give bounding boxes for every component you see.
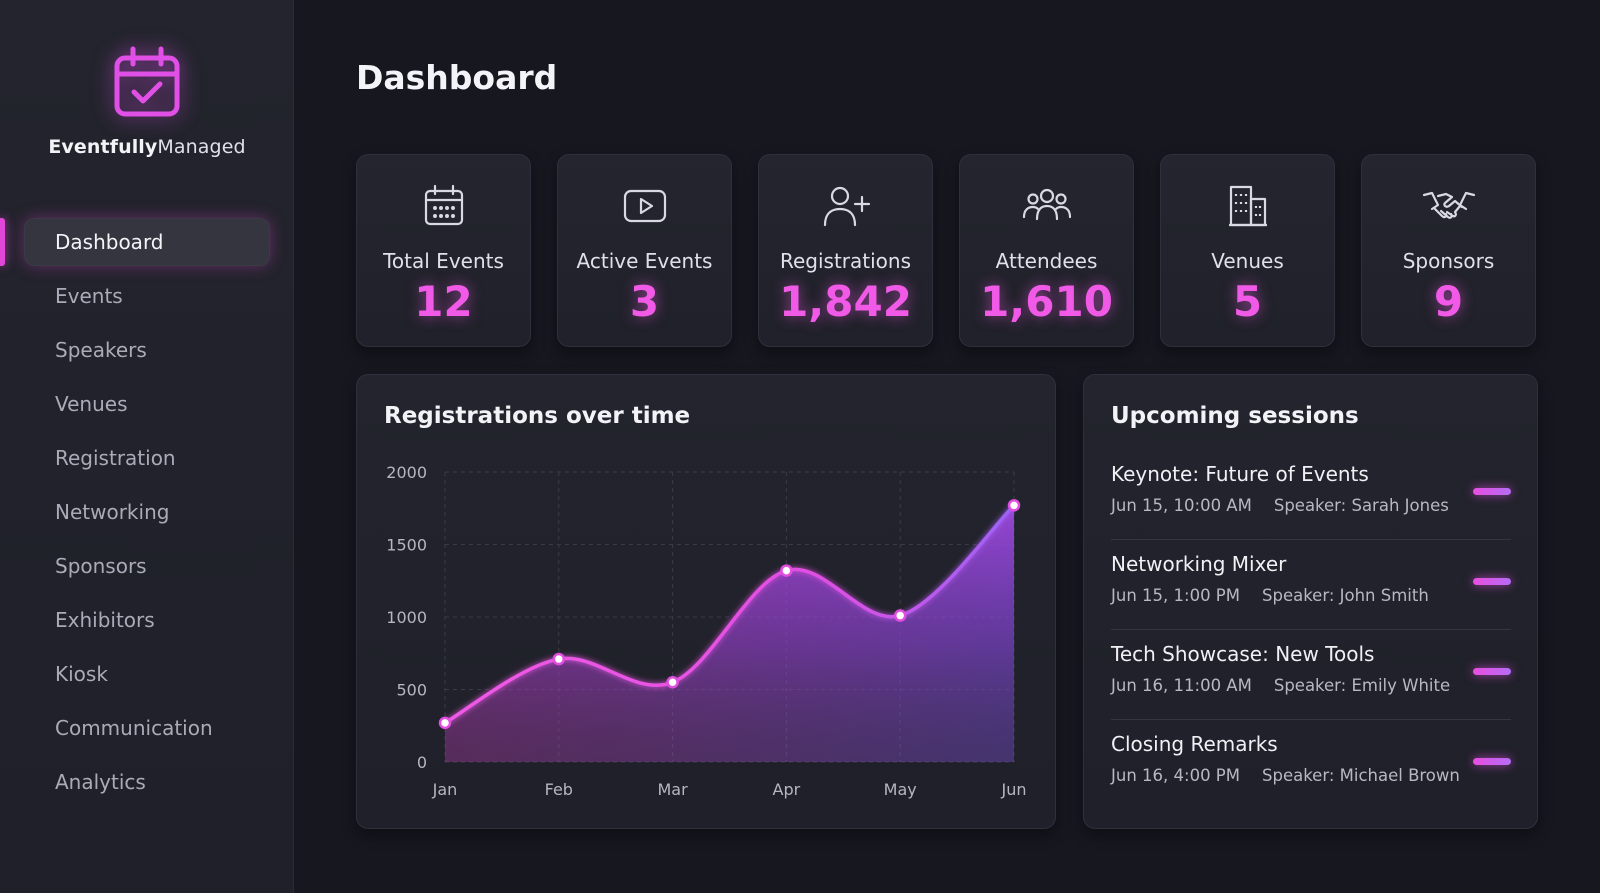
sidebar: EventfullyManaged Dashboard Events Speak… (0, 0, 294, 893)
session-title: Closing Remarks (1111, 732, 1278, 756)
y-tick-label: 500 (396, 681, 427, 700)
chart-point[interactable] (666, 676, 679, 689)
y-tick-label: 0 (417, 753, 427, 772)
upcoming-sessions-panel: Upcoming sessions Keynote: Future of Eve… (1083, 374, 1538, 829)
sidebar-item-exhibitors[interactable]: Exhibitors (55, 608, 155, 632)
stat-card-venues[interactable]: Venues 5 (1160, 154, 1335, 347)
session-item[interactable]: Keynote: Future of Events Jun 15, 10:00 … (1111, 450, 1511, 540)
chart-point[interactable] (438, 716, 452, 730)
x-tick-label: May (884, 780, 917, 799)
calendar-check-icon (107, 44, 187, 124)
chart-series-line (444, 504, 1016, 725)
stat-value: 5 (1232, 277, 1263, 326)
session-speaker: Speaker: Emily White (1273, 676, 1451, 695)
calendar-grid-icon (357, 183, 530, 229)
x-tick-label: Jan (432, 780, 458, 799)
handshake-icon (1362, 183, 1535, 229)
session-indicator[interactable] (1473, 488, 1511, 495)
sidebar-item-dashboard[interactable]: Dashboard (24, 218, 270, 266)
chart-points (438, 499, 1021, 730)
session-time: Jun 15, 10:00 AM (1111, 496, 1252, 515)
stat-value: 12 (414, 277, 473, 326)
play-button-icon (558, 183, 731, 229)
session-meta: Jun 16, 11:00 AM Speaker: Emily White (1111, 676, 1450, 695)
chart-point[interactable] (780, 564, 793, 577)
sidebar-item-communication[interactable]: Communication (55, 716, 213, 740)
stat-label: Attendees (995, 249, 1098, 273)
x-tick-label: Mar (658, 780, 689, 799)
session-title: Tech Showcase: New Tools (1111, 642, 1375, 666)
y-tick-label: 1500 (386, 536, 427, 555)
session-item[interactable]: Tech Showcase: New Tools Jun 16, 11:00 A… (1111, 630, 1511, 720)
user-plus-icon (759, 183, 932, 229)
brand[interactable]: EventfullyManaged (0, 44, 294, 158)
sessions-title: Upcoming sessions (1111, 403, 1359, 429)
session-speaker: Speaker: John Smith (1262, 586, 1429, 605)
session-meta: Jun 16, 4:00 PM Speaker: Michael Brown (1111, 766, 1460, 785)
nav-active-indicator (0, 218, 5, 266)
sidebar-item-kiosk[interactable]: Kiosk (55, 662, 108, 686)
stat-label: Sponsors (1402, 249, 1495, 273)
session-indicator[interactable] (1473, 578, 1511, 585)
registrations-chart: 0 500 1000 1500 2000 Jan Feb Mar Apr May Jun (386, 463, 1027, 799)
session-item[interactable]: Closing Remarks Jun 16, 4:00 PM Speaker: … (1111, 720, 1511, 810)
x-tick-label: Feb (545, 780, 573, 799)
stat-label: Registrations (779, 249, 912, 273)
session-speaker: Speaker: Sarah Jones (1273, 496, 1449, 515)
x-tick-label: Apr (773, 780, 801, 799)
stat-label: Venues (1211, 249, 1284, 273)
stat-value: 3 (629, 277, 660, 326)
session-meta: Jun 15, 10:00 AM Speaker: Sarah Jones (1111, 496, 1449, 515)
session-title: Keynote: Future of Events (1111, 462, 1369, 486)
chart-title: Registrations over time (384, 403, 691, 429)
y-tick-label: 2000 (386, 463, 427, 482)
session-title: Networking Mixer (1111, 552, 1287, 576)
session-speaker: Speaker: Michael Brown (1262, 766, 1460, 785)
session-indicator[interactable] (1473, 668, 1511, 675)
users-group-icon (960, 183, 1133, 229)
stat-value: 9 (1433, 277, 1464, 326)
session-indicator[interactable] (1473, 758, 1511, 765)
chart-point[interactable] (1007, 499, 1021, 512)
brand-name: EventfullyManaged (0, 136, 294, 158)
x-tick-label: Jun (1001, 780, 1027, 799)
sidebar-item-registration[interactable]: Registration (55, 446, 176, 470)
stat-card-active-events[interactable]: Active Events 3 (557, 154, 732, 347)
registrations-chart-panel: Registrations over time (356, 374, 1056, 829)
page-title: Dashboard (356, 58, 558, 97)
stat-card-total-events[interactable]: Total Events 12 (356, 154, 531, 347)
session-time: Jun 15, 1:00 PM (1111, 586, 1240, 605)
sidebar-item-events[interactable]: Events (55, 284, 123, 308)
sidebar-item-venues[interactable]: Venues (55, 392, 128, 416)
session-time: Jun 16, 11:00 AM (1111, 676, 1252, 695)
session-time: Jun 16, 4:00 PM (1111, 766, 1240, 785)
stat-card-attendees[interactable]: Attendees 1,610 (959, 154, 1134, 347)
sidebar-item-networking[interactable]: Networking (55, 500, 170, 524)
sidebar-item-sponsors[interactable]: Sponsors (55, 554, 147, 578)
stat-value: 1,610 (980, 277, 1113, 326)
building-icon (1161, 183, 1334, 229)
chart-point[interactable] (552, 652, 566, 666)
stat-card-registrations[interactable]: Registrations 1,842 (758, 154, 933, 347)
stats-row: Total Events 12 Active Events 3 Reg (356, 154, 1538, 347)
sidebar-item-speakers[interactable]: Speakers (55, 338, 147, 362)
chart-y-axis: 0 500 1000 1500 2000 (386, 463, 427, 772)
stat-value: 1,842 (779, 277, 912, 326)
stat-label: Active Events (576, 249, 713, 273)
session-item[interactable]: Networking Mixer Jun 15, 1:00 PM Speaker:… (1111, 540, 1511, 630)
brand-name-bold: Eventfully (48, 136, 158, 158)
chart-area-tint (445, 505, 1014, 762)
brand-name-light: Managed (157, 136, 246, 158)
stat-label: Total Events (383, 249, 504, 273)
chart-x-axis: Jan Feb Mar Apr May Jun (432, 780, 1027, 799)
sidebar-item-analytics[interactable]: Analytics (55, 770, 146, 794)
sidebar-nav: Dashboard Events Speakers Venues Registr… (0, 218, 294, 812)
y-tick-label: 1000 (386, 608, 427, 627)
chart-point[interactable] (893, 609, 907, 622)
session-meta: Jun 15, 1:00 PM Speaker: John Smith (1111, 586, 1429, 605)
stat-card-sponsors[interactable]: Sponsors 9 (1361, 154, 1536, 347)
